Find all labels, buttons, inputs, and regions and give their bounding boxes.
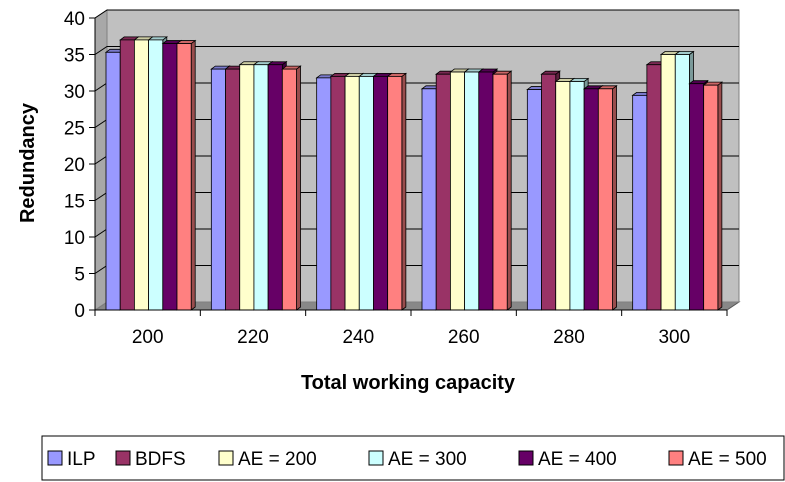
gridline bbox=[94, 9, 739, 19]
bar bbox=[597, 85, 618, 311]
bar bbox=[491, 70, 513, 311]
x-tick-label: 300 bbox=[658, 327, 690, 348]
y-axis-title: Redundancy bbox=[17, 102, 39, 223]
legend: ILP BDFS AE = 200 AE = 300 AE = 400 AE = 500 bbox=[41, 435, 785, 481]
legend-label: AE = 400 bbox=[538, 449, 617, 470]
legend-item: AE = 400 bbox=[518, 449, 617, 470]
y-tick-label: 0 bbox=[74, 301, 85, 322]
y-tick-label: 35 bbox=[64, 46, 85, 67]
bar bbox=[281, 65, 302, 311]
y-tick-label: 25 bbox=[64, 119, 85, 140]
legend-label: ILP bbox=[67, 449, 96, 470]
x-tick-label: 200 bbox=[132, 327, 164, 348]
bar bbox=[175, 39, 197, 311]
bar bbox=[386, 72, 408, 311]
legend-swatch bbox=[668, 450, 684, 466]
y-tick-label: 40 bbox=[64, 9, 85, 30]
y-tick-label: 10 bbox=[64, 228, 85, 249]
x-tick-label: 260 bbox=[448, 327, 480, 348]
x-tick-label: 280 bbox=[553, 327, 585, 348]
legend-swatch bbox=[115, 450, 131, 466]
y-tick-label: 5 bbox=[74, 265, 85, 286]
legend-swatch bbox=[368, 450, 384, 466]
bar bbox=[702, 81, 724, 311]
x-tick-label: 240 bbox=[342, 327, 374, 348]
legend-label: AE = 200 bbox=[238, 449, 317, 470]
legend-item: BDFS bbox=[115, 449, 186, 470]
legend-box bbox=[41, 435, 785, 481]
legend-swatch bbox=[218, 450, 234, 466]
y-tick-label: 15 bbox=[64, 192, 85, 213]
x-axis-title: Total working capacity bbox=[301, 372, 516, 394]
gridline bbox=[94, 46, 739, 55]
legend-swatch bbox=[47, 450, 63, 466]
legend-item: AE = 500 bbox=[668, 449, 767, 470]
legend-label: AE = 500 bbox=[688, 449, 767, 470]
legend-item: ILP bbox=[47, 449, 96, 470]
legend-label: AE = 300 bbox=[388, 449, 467, 470]
y-tick-label: 20 bbox=[64, 155, 85, 176]
legend-item: AE = 300 bbox=[368, 449, 467, 470]
y-tick-label: 30 bbox=[64, 82, 85, 103]
legend-label: BDFS bbox=[135, 449, 186, 470]
x-tick-label: 220 bbox=[237, 327, 269, 348]
legend-swatch bbox=[518, 450, 534, 466]
legend-item: AE = 200 bbox=[218, 449, 317, 470]
